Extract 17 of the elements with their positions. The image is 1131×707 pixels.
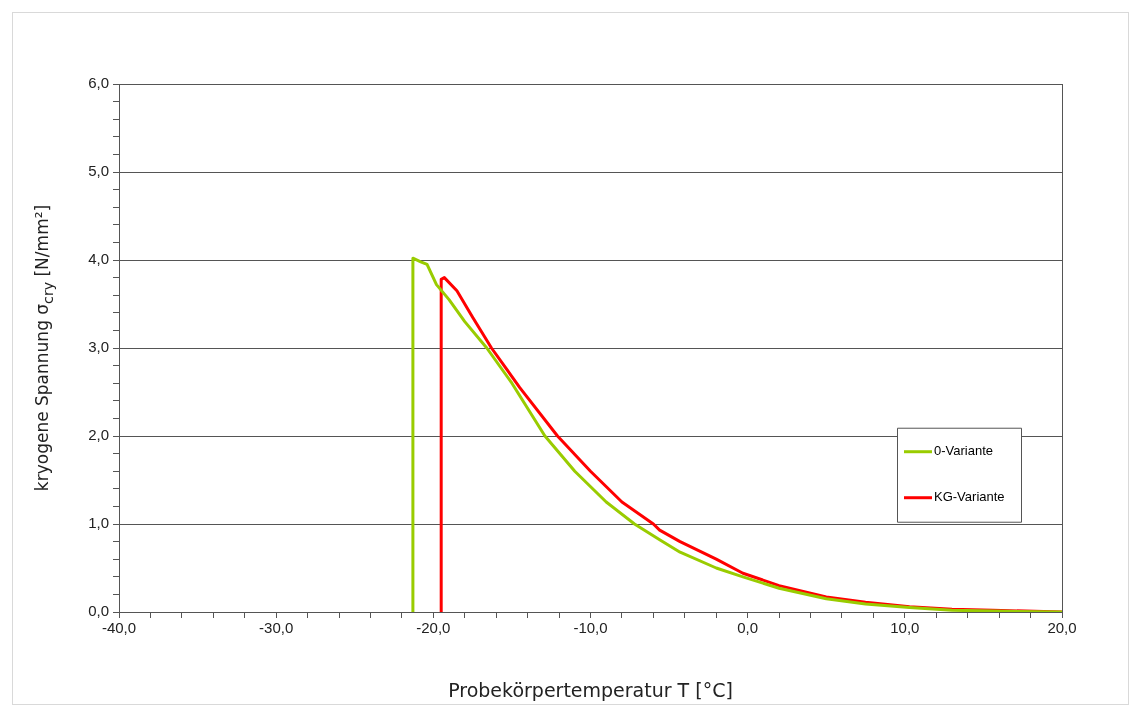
x-tick-label: -40,0 <box>101 619 137 637</box>
y-tick-label: 4,0 <box>88 250 109 268</box>
x-axis-title: Probekörpertemperatur T [°C] <box>448 678 733 701</box>
x-tick-label: -30,0 <box>259 619 294 637</box>
y-tick-label: 1,0 <box>88 514 109 532</box>
y-tick-label: 6,0 <box>88 74 109 92</box>
y-tick-label: 5,0 <box>88 162 109 180</box>
x-tick-label: 10,0 <box>890 619 920 637</box>
x-tick-label: 20,0 <box>1047 619 1077 637</box>
y-tick-label: 0,0 <box>88 602 109 620</box>
legend-label: 0-Variante <box>934 443 994 459</box>
x-tick-label: -20,0 <box>416 619 451 637</box>
x-tick-label: -10,0 <box>573 619 608 637</box>
y-tick-label: 3,0 <box>88 338 109 356</box>
x-tick-label: 0,0 <box>737 619 759 637</box>
y-tick-label: 2,0 <box>88 426 109 444</box>
legend-label: KG-Variante <box>934 489 1005 505</box>
